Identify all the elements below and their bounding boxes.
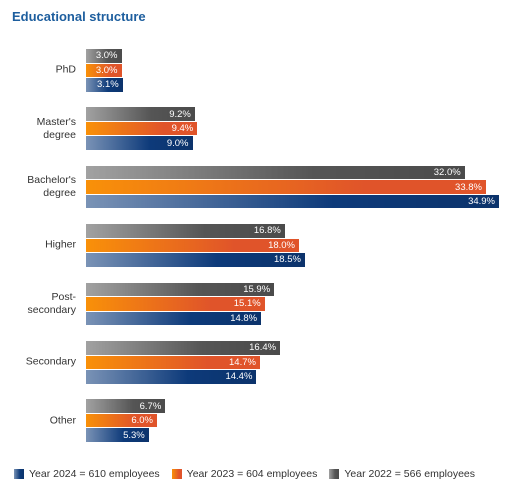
legend-label: Year 2023 = 604 employees	[186, 468, 318, 480]
value-label: 15.9%	[243, 283, 271, 295]
legend-label: Year 2024 = 610 employees	[29, 468, 160, 480]
bar: 3.1%	[86, 78, 123, 92]
bar: 14.4%	[86, 370, 257, 384]
value-label: 3.1%	[97, 79, 119, 91]
value-label: 16.8%	[253, 225, 281, 237]
value-label: 32.0%	[433, 167, 461, 179]
chart-title: Educational structure	[12, 9, 146, 24]
category-label: Bachelor's degree	[27, 174, 76, 200]
value-label: 9.4%	[171, 123, 194, 135]
legend-swatch	[14, 469, 24, 479]
bar: 5.3%	[86, 428, 149, 442]
value-label: 16.4%	[249, 342, 277, 354]
value-label: 9.2%	[169, 108, 191, 120]
bar: 3.0%	[86, 49, 122, 63]
category-label: Post-secondary	[27, 290, 76, 316]
value-label: 6.0%	[131, 415, 153, 427]
bar: 15.9%	[86, 282, 275, 297]
bar: 3.0%	[86, 63, 122, 77]
legend-label: Year 2022 = 566 employees	[344, 468, 476, 480]
bar: 9.0%	[86, 136, 193, 150]
value-label: 5.3%	[123, 429, 145, 441]
value-label: 3.0%	[95, 50, 118, 62]
legend-item: Year 2024 = 610 employees	[14, 468, 160, 480]
bar: 16.8%	[86, 224, 285, 238]
category-label: Secondary	[25, 355, 76, 368]
category-label: Higher	[45, 238, 76, 251]
value-label: 9.0%	[166, 137, 189, 149]
bar: 16.4%	[86, 341, 281, 355]
legend: Year 2024 = 610 employees Year 2023 = 604…	[14, 468, 475, 480]
legend-swatch	[171, 469, 182, 479]
bar: 15.1%	[86, 297, 265, 311]
bar: 9.2%	[86, 107, 195, 121]
bar: 6.7%	[86, 399, 166, 413]
bar: 14.8%	[86, 311, 262, 326]
value-label: 15.1%	[233, 298, 261, 310]
value-label: 14.4%	[225, 371, 253, 383]
legend-item: Year 2023 = 604 employees	[171, 468, 318, 480]
category-label: Other	[49, 414, 76, 427]
value-label: 18.5%	[273, 254, 301, 266]
legend-swatch	[329, 469, 340, 479]
bar: 14.7%	[86, 355, 260, 369]
value-label: 14.8%	[230, 312, 258, 324]
bar: 18.5%	[86, 253, 305, 267]
bar: 6.0%	[86, 413, 157, 428]
value-label: 34.9%	[468, 196, 495, 208]
bar: 9.4%	[86, 121, 198, 136]
value-label: 14.7%	[229, 356, 256, 368]
bar: 32.0%	[86, 165, 465, 180]
category-label: Master's degree	[36, 115, 76, 141]
value-label: 33.8%	[455, 181, 482, 193]
value-label: 3.0%	[95, 64, 118, 76]
legend-item: Year 2022 = 566 employees	[329, 468, 475, 480]
bar: 33.8%	[86, 180, 486, 194]
value-label: 6.7%	[139, 400, 162, 412]
value-label: 18.0%	[268, 239, 295, 251]
bar: 18.0%	[86, 238, 299, 253]
category-label: PhD	[55, 63, 76, 76]
bar: 34.9%	[86, 194, 499, 209]
